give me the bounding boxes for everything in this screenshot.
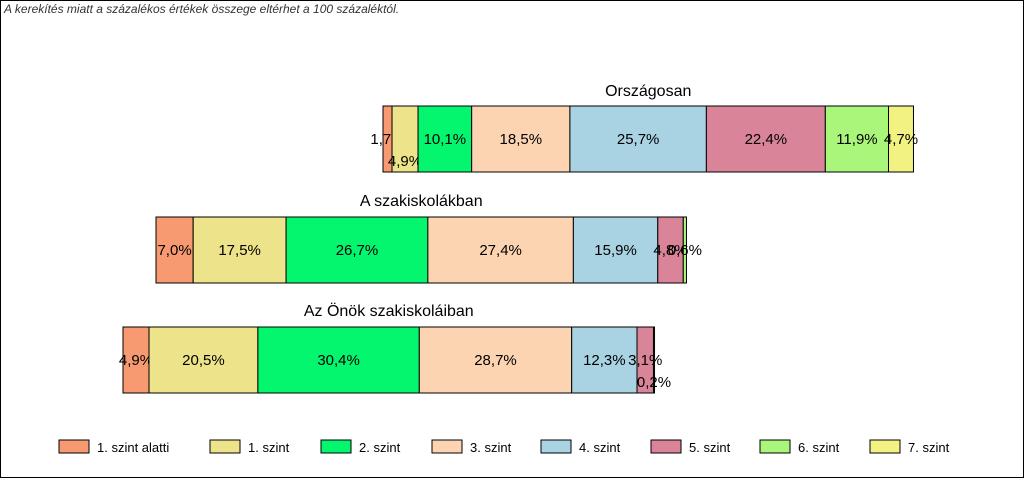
legend-label: 6. szint xyxy=(798,440,840,455)
legend-swatch xyxy=(540,439,572,454)
data-label: 30,4% xyxy=(317,352,360,369)
bar-segment xyxy=(572,216,659,284)
data-label: 10,1% xyxy=(424,131,467,148)
group-title: Országosan xyxy=(605,83,691,100)
legend-swatch xyxy=(431,439,463,454)
bar-segment xyxy=(571,326,638,394)
bar-segment xyxy=(471,105,571,173)
data-label: 4,8% xyxy=(653,242,687,259)
data-label: 4,9% xyxy=(119,352,153,369)
legend-label: 5. szint xyxy=(689,440,731,455)
data-label: 28,7% xyxy=(474,352,517,369)
bar-group: Az Önök szakiskoláiban 4,9% 20,5% 30,4% 28,7… xyxy=(119,302,671,394)
data-label: 0,6% xyxy=(668,242,702,259)
legend-swatch xyxy=(869,439,901,454)
rounding-note: A kerekítés miatt a százalékos értékek ö… xyxy=(4,2,400,16)
bar-segment xyxy=(418,326,573,394)
bar-segment xyxy=(569,105,707,173)
data-label: 20,5% xyxy=(182,352,225,369)
data-label: 7,0% xyxy=(157,242,191,259)
legend: 1. szint alatti 1. szint 2. szint 3. szint 4… xyxy=(58,439,950,455)
data-label: 4,9% xyxy=(388,153,422,170)
group-title: A szakiskolákban xyxy=(360,193,483,210)
bar-segment xyxy=(888,105,914,173)
legend-swatch xyxy=(759,439,791,454)
data-label: 22,4% xyxy=(745,131,788,148)
legend-label: 7. szint xyxy=(908,440,950,455)
bar-group: A szakiskolákban 7,0% 17,5% 26,7% 27,4% 15,9%… xyxy=(155,193,702,284)
data-label: 12,3% xyxy=(583,352,626,369)
legend-label: 3. szint xyxy=(470,440,512,455)
data-label: 25,7% xyxy=(617,131,660,148)
bar-segment xyxy=(824,105,890,173)
bar-segment xyxy=(705,105,826,173)
data-label: 4,7% xyxy=(884,131,918,148)
bar-segment xyxy=(417,105,473,173)
data-label: 3,1% xyxy=(628,352,662,369)
bar-segment xyxy=(192,216,287,284)
legend-label: 2. szint xyxy=(359,440,401,455)
data-label: 17,5% xyxy=(218,242,261,259)
data-label: 18,5% xyxy=(500,131,543,148)
bar-segment xyxy=(155,216,194,284)
data-label: 11,9% xyxy=(836,131,877,148)
bar-segment xyxy=(257,326,420,394)
group-title: Az Önök szakiskoláiban xyxy=(304,302,474,320)
data-label: 0,2% xyxy=(637,374,671,391)
legend-swatch xyxy=(209,439,241,454)
legend-label: 4. szint xyxy=(579,440,621,455)
legend-swatch xyxy=(650,439,682,454)
bar-segment xyxy=(285,216,429,284)
data-label: 15,9% xyxy=(594,242,637,259)
data-label: 26,7% xyxy=(336,242,379,259)
legend-swatch xyxy=(320,439,352,454)
bar-segment xyxy=(682,216,687,284)
legend-label: 1. szint alatti xyxy=(97,440,169,455)
legend-swatch xyxy=(58,439,90,454)
bar-segment xyxy=(652,326,656,394)
legend-label: 1. szint xyxy=(248,440,290,455)
data-label: 27,4% xyxy=(479,242,522,259)
